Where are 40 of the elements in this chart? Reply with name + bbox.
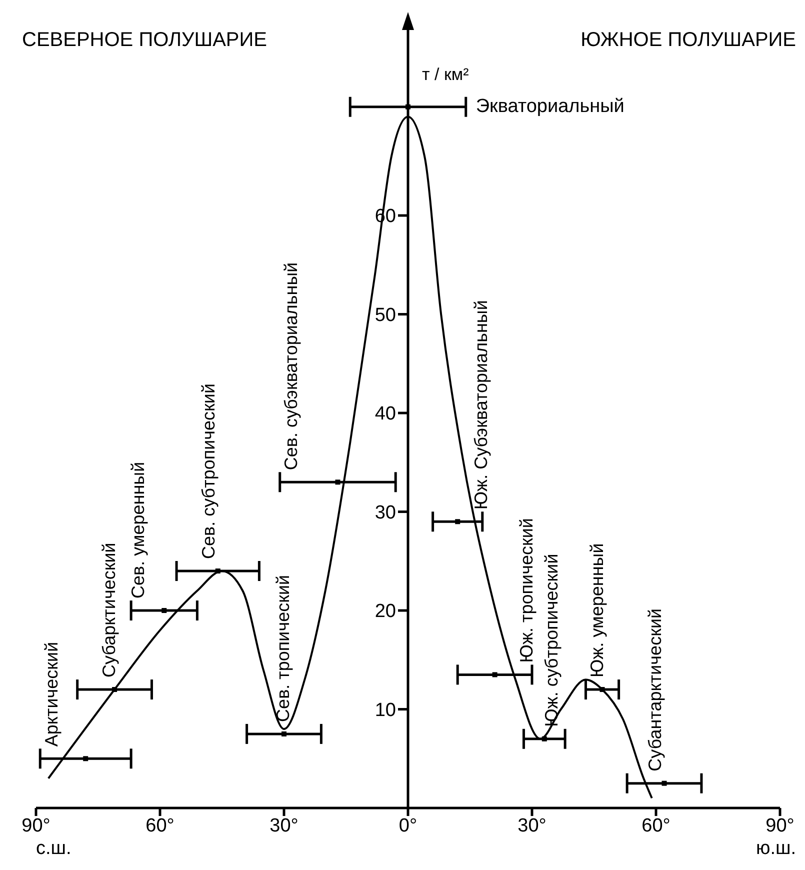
point bbox=[215, 568, 220, 574]
x-tick-label: 30° bbox=[518, 815, 546, 836]
y-axis-title: т / км² bbox=[422, 65, 470, 84]
point bbox=[492, 672, 498, 678]
annotation: ЮЖНОЕ ПОЛУШАРИЕ bbox=[580, 29, 796, 51]
point bbox=[282, 731, 286, 736]
point bbox=[335, 480, 340, 485]
x-tick-label: 60° bbox=[642, 815, 670, 836]
y-tick-label: 50 bbox=[374, 304, 396, 326]
y-tick-label: 10 bbox=[374, 700, 396, 721]
point bbox=[112, 687, 118, 692]
point bbox=[600, 687, 605, 692]
annotation: Арктический bbox=[41, 642, 62, 747]
text: с.ш. bbox=[36, 838, 72, 859]
annotation: Сев. субтропический bbox=[198, 383, 218, 559]
y-tick-label: 40 bbox=[374, 404, 396, 425]
x-tick-label: 90° bbox=[22, 815, 50, 836]
y-tick-label: 20 bbox=[374, 601, 396, 622]
x-tick-label: 60° bbox=[146, 815, 174, 836]
point bbox=[162, 608, 167, 613]
point bbox=[406, 104, 410, 110]
annotation: Юж. Субэкваториальный bbox=[471, 300, 492, 510]
x-tick-label: 30° bbox=[270, 815, 298, 836]
point bbox=[83, 756, 88, 762]
annotation: Юж. тропический bbox=[516, 518, 537, 663]
annotation: СЕВЕРНОЕ ПОЛУШАРИЕ bbox=[22, 29, 267, 51]
point bbox=[662, 780, 667, 786]
x-tick-label: 90° bbox=[766, 815, 794, 836]
annotation: Сев. тропический bbox=[272, 574, 293, 722]
annotation: Экваториальный bbox=[476, 96, 624, 117]
text: ю.ш. bbox=[756, 838, 796, 859]
y-tick-label: 30 bbox=[374, 502, 396, 524]
annotation: Юж. умеренный bbox=[586, 543, 607, 678]
annotation: Субантарктический bbox=[644, 608, 665, 772]
point bbox=[455, 519, 460, 524]
annotation: Субарктический bbox=[99, 542, 120, 678]
annotation: Сев. субэкваториальный bbox=[281, 262, 302, 470]
annotation: Сев. умеренный bbox=[128, 462, 148, 598]
point bbox=[542, 736, 547, 742]
x-tick-label: 0° bbox=[398, 815, 418, 836]
